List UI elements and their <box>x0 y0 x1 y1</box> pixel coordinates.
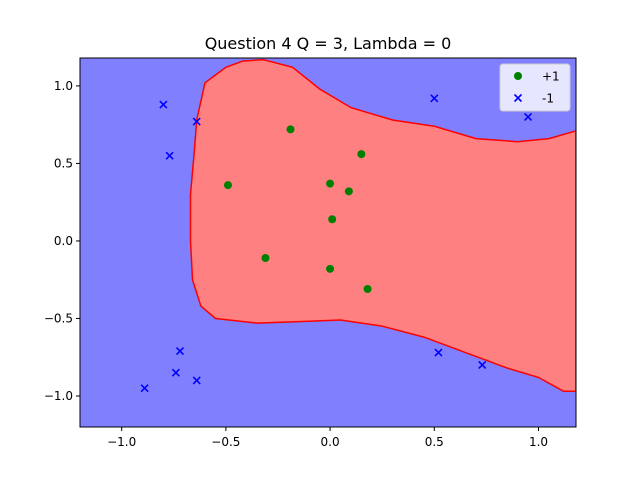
point-negative <box>478 360 487 370</box>
x-tick-label: 1.0 <box>529 435 548 449</box>
y-tick-label: −1.0 <box>44 389 73 403</box>
y-tick-label: 0.5 <box>54 156 73 170</box>
point-negative <box>165 151 174 160</box>
legend-marker-positive <box>514 72 522 80</box>
point-positive <box>328 215 337 224</box>
point-positive <box>363 285 372 294</box>
legend: +1 -1 <box>499 63 571 112</box>
legend-label-positive: +1 <box>542 70 560 84</box>
plot-frame <box>79 57 577 428</box>
point-positive <box>286 125 295 134</box>
x-tick-label: −1.0 <box>107 435 136 449</box>
y-tick-label: −0.5 <box>44 311 73 325</box>
y-tick-label: 0.0 <box>54 234 73 248</box>
point-negative <box>430 94 439 103</box>
point-negative <box>192 117 201 126</box>
region-positive <box>189 58 576 393</box>
point-negative <box>175 346 185 356</box>
point-positive <box>223 181 232 190</box>
x-tick-label: 0.5 <box>425 435 444 449</box>
point-negative <box>434 348 443 357</box>
point-negative <box>524 112 533 121</box>
point-negative <box>159 100 168 109</box>
point-negative <box>140 384 149 393</box>
x-tick-label: 0.0 <box>321 435 340 449</box>
point-positive <box>261 254 270 263</box>
y-axis: 1.0 0.5 0.0 −0.5 −1.0 <box>44 79 80 403</box>
point-positive <box>326 264 335 273</box>
point-negative <box>171 368 180 377</box>
x-axis: −1.0 −0.5 0.0 0.5 1.0 <box>107 427 548 449</box>
legend-label-negative: -1 <box>542 92 554 106</box>
chart-title: Question 4 Q = 3, Lambda = 0 <box>205 34 452 53</box>
x-tick-label: −0.5 <box>211 435 240 449</box>
point-positive <box>326 179 335 188</box>
legend-marker-negative <box>513 93 523 103</box>
point-negative <box>192 376 201 385</box>
y-tick-label: 1.0 <box>54 79 73 93</box>
point-positive <box>357 150 366 159</box>
point-positive <box>344 187 353 196</box>
plot-area <box>79 57 577 428</box>
